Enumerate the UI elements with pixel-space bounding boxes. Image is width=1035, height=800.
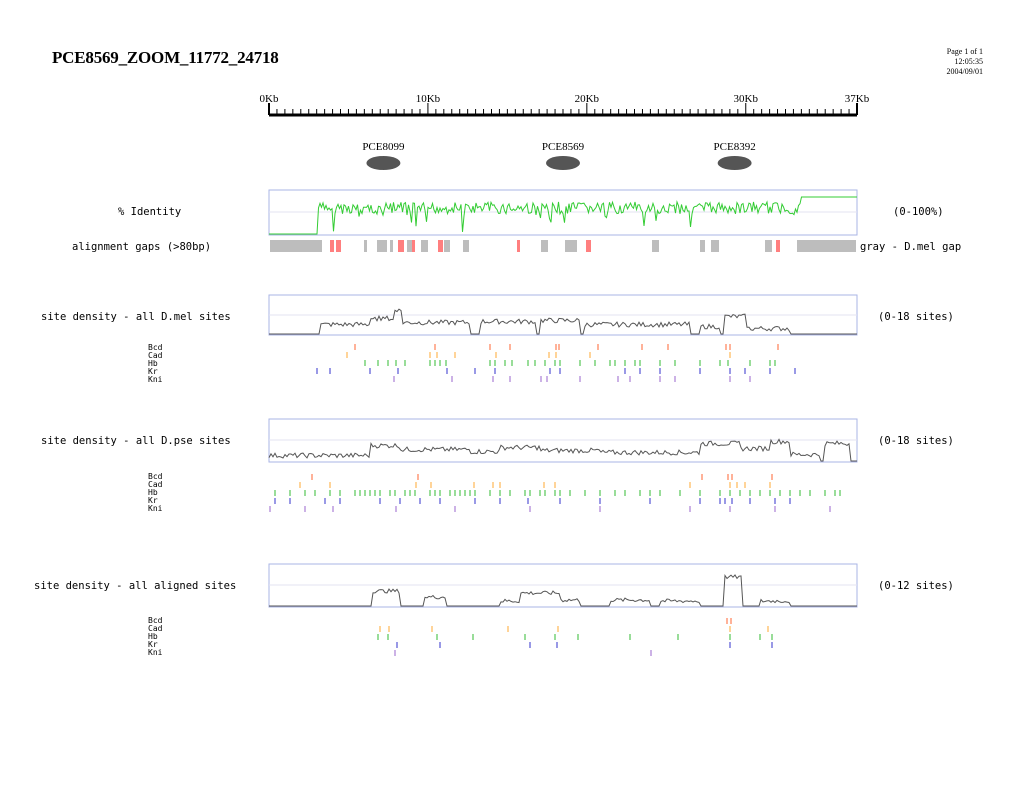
page-number: Page 1 of 1 bbox=[946, 47, 983, 56]
gap-blocks bbox=[270, 240, 856, 252]
factor-label-bcd: Bcd bbox=[148, 343, 163, 352]
identity-range: (0-100%) bbox=[893, 206, 944, 218]
mel-site-ticks bbox=[316, 344, 796, 382]
page-meta: Page 1 of 1 12:05:35 2004/09/01 bbox=[947, 47, 983, 77]
gap-block bbox=[565, 240, 577, 252]
factor-label-hb: Hb bbox=[148, 632, 158, 641]
factor-label-kr: Kr bbox=[148, 367, 158, 376]
page-date: 2004/09/01 bbox=[946, 67, 983, 76]
gap-block bbox=[398, 240, 404, 252]
ruler-tick-label: 37Kb bbox=[845, 93, 870, 105]
identity-label: % Identity bbox=[118, 206, 182, 218]
factor-label-kr: Kr bbox=[148, 640, 158, 649]
factor-label-kr: Kr bbox=[148, 496, 158, 505]
gap-block bbox=[330, 240, 334, 252]
factor-label-kni: Kni bbox=[148, 375, 163, 384]
gap-block bbox=[336, 240, 341, 252]
gap-block bbox=[412, 240, 415, 252]
pse-range: (0-18 sites) bbox=[878, 435, 954, 447]
factor-label-hb: Hb bbox=[148, 359, 158, 368]
element-label: PCE8099 bbox=[362, 141, 405, 153]
gap-block bbox=[407, 240, 414, 252]
factor-label-bcd: Bcd bbox=[148, 472, 163, 481]
gap-block bbox=[711, 240, 719, 252]
element-oval bbox=[717, 156, 752, 170]
gap-block bbox=[438, 240, 443, 252]
mel-range: (0-18 sites) bbox=[878, 311, 954, 323]
ruler-tick-label: 20Kb bbox=[575, 93, 600, 105]
gap-block bbox=[377, 240, 387, 252]
scale-ruler: 0Kb 10Kb 20Kb 30Kb 37Kb PCE8099 PCE8569 PCE8392 bbox=[260, 93, 870, 170]
page-time: 12:05:35 bbox=[954, 57, 983, 66]
gap-block bbox=[421, 240, 428, 252]
aligned-site-ticks bbox=[377, 618, 773, 656]
aligned-label: site density - all aligned sites bbox=[34, 580, 237, 592]
gap-block bbox=[586, 240, 591, 252]
factor-label-cad: Cad bbox=[148, 480, 163, 489]
pse-label: site density - all D.pse sites bbox=[41, 435, 231, 447]
gap-block bbox=[444, 240, 450, 252]
factor-label-kni: Kni bbox=[148, 648, 163, 657]
gap-block bbox=[797, 240, 856, 252]
page-title: PCE8569_ZOOM_11772_24718 bbox=[52, 48, 279, 67]
ruler-tick-label: 0Kb bbox=[260, 93, 279, 105]
gap-block bbox=[364, 240, 367, 252]
element-label: PCE8392 bbox=[714, 141, 756, 153]
gaps-legend: gray - D.mel gap bbox=[860, 241, 962, 253]
aligned-range: (0-12 sites) bbox=[878, 580, 954, 592]
aligned-density-line bbox=[269, 573, 857, 607]
gap-block bbox=[463, 240, 469, 252]
mel-density-line bbox=[269, 308, 857, 335]
gap-block bbox=[776, 240, 780, 252]
gap-block bbox=[765, 240, 772, 252]
pse-site-ticks bbox=[269, 474, 841, 512]
factor-label-bcd: Bcd bbox=[148, 616, 163, 625]
element-oval bbox=[546, 156, 580, 170]
pse-density-line bbox=[268, 438, 857, 462]
gap-block bbox=[700, 240, 705, 252]
ruler-tick-label: 30Kb bbox=[734, 93, 759, 105]
factor-label-kni: Kni bbox=[148, 504, 163, 513]
ruler-tick-label: 10Kb bbox=[416, 93, 441, 105]
gap-block bbox=[541, 240, 548, 252]
gaps-label: alignment gaps (>80bp) bbox=[72, 241, 212, 253]
tracks-canvas bbox=[268, 189, 858, 656]
identity-plot-line bbox=[269, 196, 857, 235]
factor-label-cad: Cad bbox=[148, 624, 163, 633]
gap-block bbox=[652, 240, 659, 252]
element-label: PCE8569 bbox=[542, 141, 585, 153]
gap-block bbox=[270, 240, 322, 252]
factor-label-cad: Cad bbox=[148, 351, 163, 360]
factor-label-hb: Hb bbox=[148, 488, 158, 497]
element-oval bbox=[366, 156, 401, 170]
mel-label: site density - all D.mel sites bbox=[41, 311, 231, 323]
gap-block bbox=[390, 240, 393, 252]
gap-block bbox=[517, 240, 520, 252]
